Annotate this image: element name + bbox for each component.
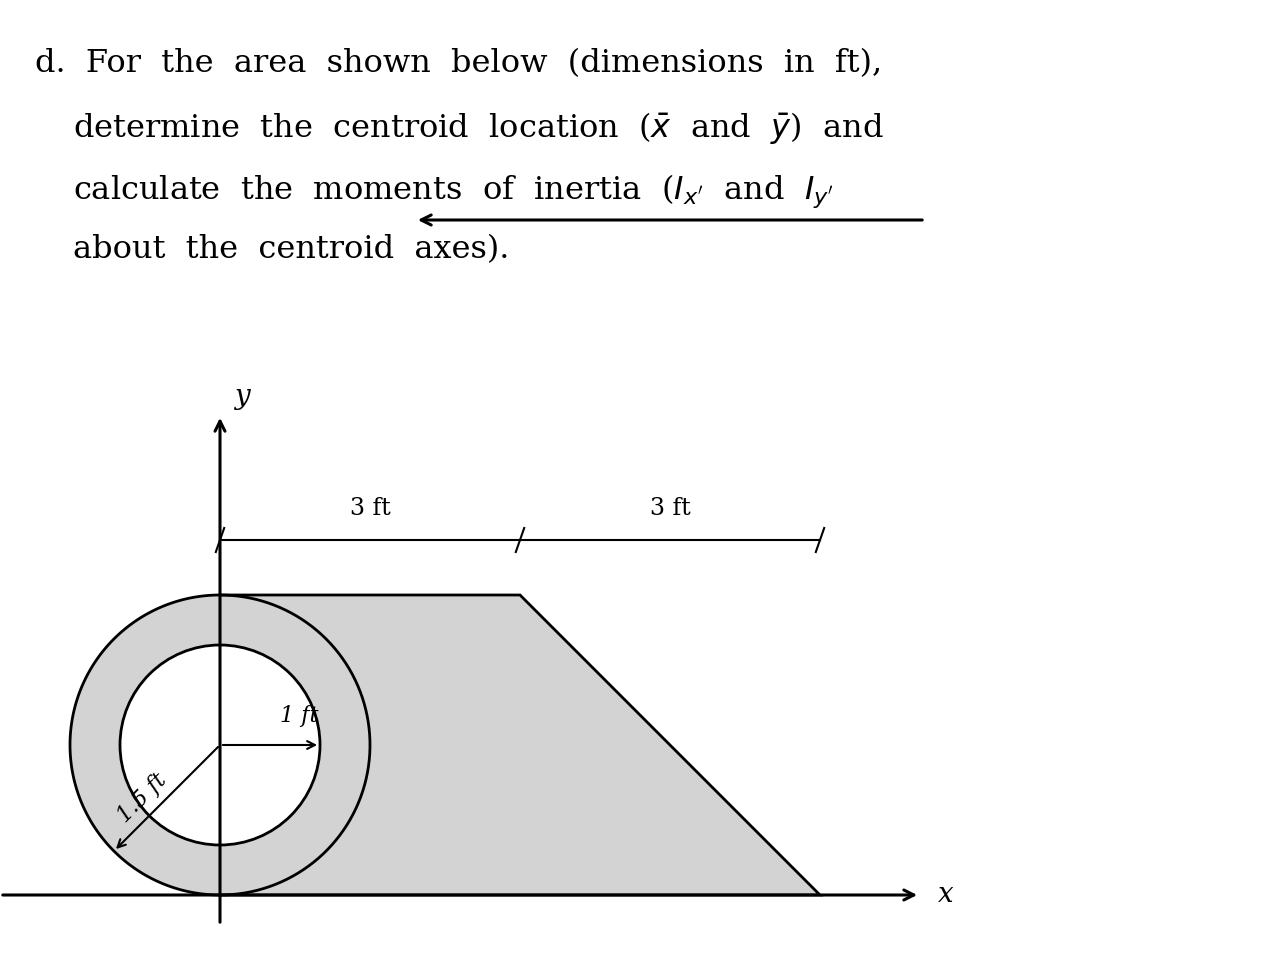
Text: 1.5 ft: 1.5 ft [114, 769, 171, 827]
Text: y: y [234, 383, 249, 410]
Text: 3 ft: 3 ft [349, 497, 390, 520]
Circle shape [120, 645, 320, 845]
Text: about  the  centroid  axes).: about the centroid axes). [73, 234, 509, 265]
Text: x: x [938, 882, 953, 909]
Text: 1 ft: 1 ft [280, 705, 319, 727]
Text: 3 ft: 3 ft [649, 497, 690, 520]
Text: d.  For  the  area  shown  below  (dimensions  in  ft),: d. For the area shown below (dimensions … [35, 48, 882, 79]
Text: determine  the  centroid  location  ($\bar{x}$  and  $\bar{y}$)  and: determine the centroid location ($\bar{x… [73, 110, 884, 146]
Text: calculate  the  moments  of  inertia  ($I_{x'}$  and  $I_{y'}$: calculate the moments of inertia ($I_{x'… [73, 172, 834, 209]
Polygon shape [70, 595, 820, 895]
